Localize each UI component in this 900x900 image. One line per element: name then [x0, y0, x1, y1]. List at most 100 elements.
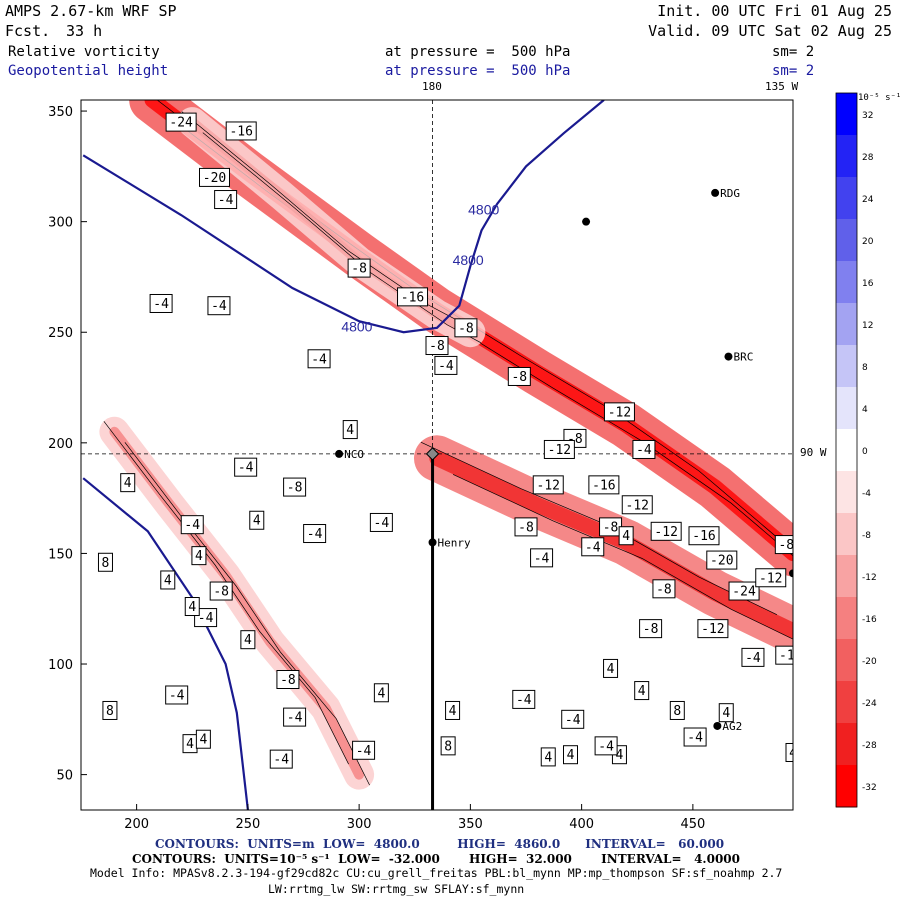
contour-label-72: -4 [594, 736, 618, 756]
footer-model-info: Model Info: MPASv8.2.3-194-gf29cd82c CU:… [90, 866, 783, 880]
contour-label-text: -4 [218, 193, 234, 208]
contour-label-box [165, 685, 189, 705]
contour-label-54: 4 [240, 630, 256, 650]
contour-label-text: 4 [244, 633, 252, 648]
contour-label-62: 4 [373, 683, 389, 703]
colorbar-tick-label-0: 32 [862, 111, 873, 121]
colorbar-swatch-0 [836, 93, 857, 136]
contour-label-text: 4 [186, 737, 194, 752]
init-time: Init. 00 UTC Fri 01 Aug 25 [657, 2, 892, 20]
contour-label-box [102, 700, 118, 720]
contour-label-text: -20 [710, 554, 733, 569]
contour-label-box [234, 457, 258, 477]
colorbar-frame [835, 92, 858, 808]
contour-label-box [652, 579, 676, 599]
contour-label-text: 4 [164, 573, 172, 588]
contour-label-text: -24 [169, 116, 193, 131]
colorbar-swatch-12 [836, 597, 857, 640]
station-label-4: AG2 [722, 720, 742, 733]
contour-label-text: -4 [516, 693, 532, 708]
contour-label-text: -8 [280, 673, 296, 688]
contour-label-59: -4 [283, 707, 307, 727]
contour-label-text: -12 [626, 498, 649, 513]
colorbar-swatch-2 [836, 177, 857, 220]
height-contour-0 [82, 100, 605, 334]
contour-label-63: -4 [512, 689, 536, 709]
station-label-3: BRC [733, 351, 753, 364]
colorbar-swatch-11 [836, 555, 857, 598]
contour-label-30: -20 [706, 550, 738, 570]
field1-smoothing: sm= 2 [772, 44, 815, 60]
contour-label-text: -4 [238, 461, 254, 476]
contour-label-box [794, 624, 824, 642]
contour-label-text: -12 [537, 478, 560, 493]
contour-label-text: -4 [745, 651, 761, 666]
x-tick-label-5: 450 [680, 817, 705, 832]
contour-label-box [347, 258, 371, 278]
model-title: AMPS 2.67-km WRF SP [5, 2, 177, 20]
contour-label-text: -12 [548, 443, 571, 458]
contour-label-text: -4 [273, 753, 289, 768]
contour-label-44: -8 [209, 581, 233, 601]
valid-time: Valid. 09 UTC Sat 02 Aug 25 [648, 22, 892, 40]
forecast-label: Fcst. [5, 22, 51, 40]
footer-height-contours: CONTOURS: UNITS=m LOW= 4800.0 HIGH= 4860… [155, 837, 725, 851]
contour-label-box [774, 535, 793, 555]
contour-label-7: -4 [207, 296, 231, 316]
contour-label-box [532, 475, 564, 495]
contour-label-box [283, 477, 307, 497]
contour-label-55: 4 [182, 734, 198, 754]
contour-label-2: -20 [199, 167, 230, 187]
contour-label-38: -16 [775, 645, 802, 665]
vorticity-band-core-2 [109, 426, 365, 780]
colorbar-tick-label-7: 4 [862, 405, 868, 415]
y-tick-label-2: 150 [48, 547, 73, 562]
contour-label-box [209, 581, 233, 601]
contour-label-text: 4 [607, 662, 615, 677]
contour-label-text: 4 [616, 748, 624, 763]
colorbar-tick-label-8: 0 [862, 447, 868, 457]
y-tick-label-5: 300 [48, 216, 73, 231]
contour-label-text: -4 [311, 352, 327, 367]
contour-label-box [741, 647, 765, 667]
contour-label-74: 4 [540, 747, 556, 767]
contour-label-text: -20 [203, 171, 226, 186]
contour-label-48: -4 [352, 740, 376, 760]
contour-label-60: 4 [445, 700, 461, 720]
colorbar-swatch-4 [836, 261, 857, 304]
contour-label-text: -8 [603, 520, 619, 535]
crosshair-marker [425, 447, 440, 461]
contour-label-box [180, 515, 204, 535]
contour-label-text: 4 [722, 706, 730, 721]
contour-label-box [581, 537, 605, 557]
vorticity-contour-line-2-0 [103, 421, 349, 765]
contour-label-29: -16 [688, 526, 720, 546]
contour-label-22: -12 [543, 439, 575, 459]
y-tick-label-4: 250 [48, 326, 73, 341]
height-contour-label-0: 4800 [468, 201, 499, 217]
contour-label-box [718, 703, 734, 723]
contour-label-text: -12 [759, 571, 782, 586]
contour-label-3: -4 [214, 190, 238, 210]
contour-label-21: -4 [632, 439, 656, 459]
contour-label-text: -8 [656, 582, 672, 597]
contour-label-32: -12 [755, 568, 787, 588]
contour-label-15: -4 [303, 524, 327, 544]
contour-label-28: -12 [650, 521, 682, 541]
contour-label-text: 8 [673, 704, 681, 719]
contour-label-box [283, 707, 307, 727]
contour-label-text: -16 [779, 649, 802, 664]
colorbar-tick-label-5: 12 [862, 321, 873, 331]
contour-label-57: 8 [102, 700, 118, 720]
lon-90w-label: 90 W [800, 446, 827, 459]
forecast-value: 33 h [66, 22, 103, 40]
contour-label-24: -16 [588, 475, 620, 495]
contour-label-box [397, 287, 429, 307]
contour-label-73: 4 [718, 703, 734, 723]
contour-label-box [507, 366, 531, 386]
contour-label-text: -4 [565, 713, 581, 728]
contour-label-box [195, 729, 211, 749]
contour-label-text: -4 [438, 359, 454, 374]
contour-label-31: -24 [728, 581, 760, 601]
